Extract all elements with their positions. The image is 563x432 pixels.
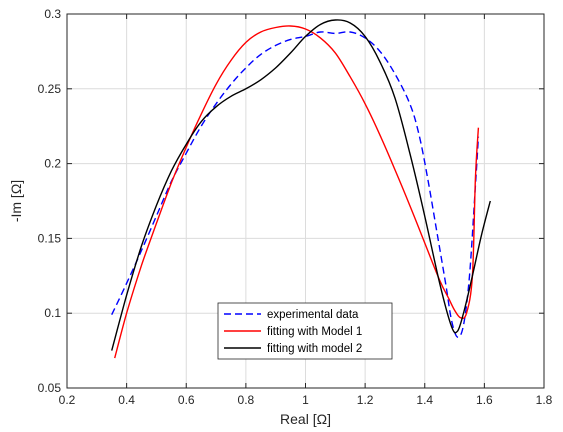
y-tick-label: 0.2 [44, 157, 61, 171]
series-line-3 [111, 19, 491, 351]
legend-label-2: fitting with Model 1 [267, 326, 362, 338]
x-tick-label: 0.8 [238, 393, 255, 407]
y-tick-label: 0.25 [38, 82, 62, 96]
x-tick-label: 1.8 [536, 393, 553, 407]
x-tick-label: 1 [302, 393, 309, 407]
x-tick-label: 0.6 [178, 393, 195, 407]
legend-label-1: experimental data [267, 309, 359, 321]
y-tick-label: 0.3 [44, 7, 61, 21]
x-tick-label: 1.2 [357, 393, 374, 407]
series-line-1 [111, 31, 480, 338]
x-tick-label: 1.4 [416, 393, 433, 407]
y-tick-label: 0.1 [44, 306, 61, 320]
y-axis-label: -Im [Ω] [8, 180, 24, 222]
y-tick-label: 0.15 [38, 231, 62, 245]
y-tick-label: 0.05 [38, 381, 62, 395]
x-tick-label: 0.2 [59, 393, 76, 407]
axis-ticks: 0.2 0.4 0.6 0.8 1 1.2 1.4 1.6 1.8 0.05 0.1 0.15 0.2 0… [38, 7, 553, 407]
series-layer [111, 19, 491, 359]
x-tick-label: 1.6 [476, 393, 493, 407]
legend-label-3: fitting with model 2 [267, 343, 362, 355]
legend: experimental data fitting with Model 1 fit… [217, 302, 393, 360]
series-line-2 [114, 25, 480, 359]
x-axis-label: Real [Ω] [280, 411, 331, 427]
x-tick-label: 0.4 [118, 393, 135, 407]
